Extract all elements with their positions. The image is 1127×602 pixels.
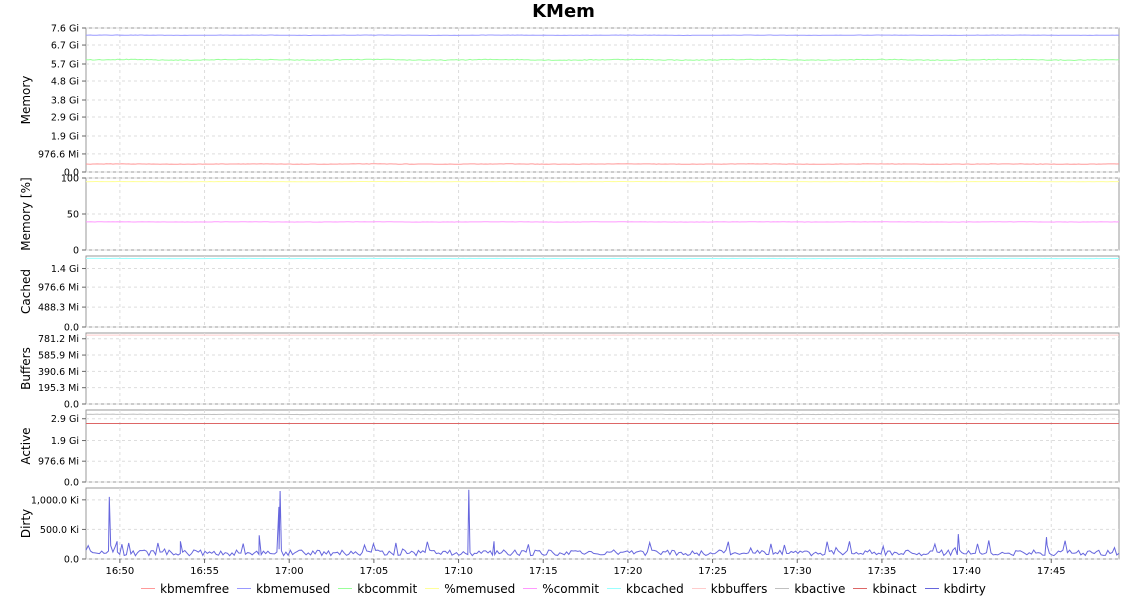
legend-item-kbmemfree: kbmemfree: [141, 580, 229, 598]
series-line-kbmemused: [85, 34, 1120, 37]
series-line-kbactive: [85, 413, 1120, 416]
y-axis-label: Memory: [19, 76, 33, 125]
y-tick-label: 1,000.0 Ki: [31, 495, 79, 506]
legend-swatch: [523, 588, 538, 589]
x-tick-label: 17:45: [1037, 566, 1066, 577]
legend-item-%commit: %commit: [523, 580, 599, 598]
y-tick-label: 976.6 Mi: [38, 149, 79, 160]
y-tick-label: 0.0: [64, 478, 79, 489]
legend: kbmemfree kbmemused kbcommit %memused %commi…: [0, 580, 1127, 598]
y-tick-label: 0.0: [64, 400, 79, 411]
legend-label: kbmemfree: [160, 582, 230, 596]
y-tick-label: 585.9 Mi: [38, 351, 79, 362]
x-tick-label: 16:50: [105, 566, 134, 577]
legend-label: kbdirty: [943, 582, 986, 596]
legend-swatch: [924, 588, 939, 589]
plot-area: [85, 487, 1120, 560]
y-tick-label: 6.7 Gi: [51, 41, 79, 52]
legend-label: %memused: [444, 582, 516, 596]
legend-item-kbdirty: kbdirty: [924, 580, 986, 598]
y-tick-label: 1.9 Gi: [51, 132, 79, 143]
y-tick-label: 0.0: [64, 323, 79, 334]
y-tick-label: 50: [67, 210, 79, 221]
x-tick-label: 17:40: [952, 566, 981, 577]
legend-swatch: [853, 588, 868, 589]
x-tick-label: 17:25: [698, 566, 727, 577]
y-tick-label: 4.8 Gi: [51, 77, 79, 88]
y-tick-label: 100: [61, 174, 79, 185]
legend-label: kbinact: [872, 582, 917, 596]
legend-item-kbcommit: kbcommit: [338, 580, 417, 598]
chart-title: KMem: [532, 1, 595, 22]
y-tick-label: 1.4 Gi: [51, 264, 79, 275]
y-tick-label: 5.7 Gi: [51, 60, 79, 71]
y-tick-label: 0: [73, 246, 79, 257]
legend-item-kbinact: kbinact: [853, 580, 917, 598]
legend-label: kbbuffers: [710, 582, 768, 596]
y-tick-label: 2.9 Gi: [51, 113, 79, 124]
plot-area: [85, 409, 1120, 483]
chart-canvas: 0.0 976.6 Mi 1.9 Gi 2.9 Gi 3.8 Gi 4.8 Gi 5.7 G…: [19, 24, 1120, 577]
legend-label: kbactive: [794, 582, 846, 596]
y-axis-label: Cached: [19, 269, 33, 314]
y-tick-label: 390.6 Mi: [38, 367, 79, 378]
y-tick-label: 195.3 Mi: [38, 383, 79, 394]
y-axis-label: Buffers: [19, 347, 33, 390]
y-tick-label: 7.6 Gi: [51, 24, 79, 35]
legend-swatch: [691, 588, 706, 589]
y-tick-label: 1.9 Gi: [51, 436, 79, 447]
y-tick-label: 0.0: [64, 168, 79, 179]
y-axis-label: Memory [%]: [19, 177, 33, 250]
y-tick-label: 781.2 Mi: [38, 334, 79, 345]
plot-area: [85, 255, 1120, 328]
y-tick-label: 0.0: [64, 555, 79, 566]
y-tick-label: 976.6 Mi: [38, 457, 79, 468]
legend-item-kbcached: kbcached: [607, 580, 684, 598]
legend-item-kbmemused: kbmemused: [237, 580, 330, 598]
legend-label: kbcached: [626, 582, 684, 596]
x-tick-label: 17:35: [868, 566, 897, 577]
x-tick-label: 17:00: [275, 566, 304, 577]
legend-swatch: [141, 588, 156, 589]
y-tick-label: 488.3 Mi: [38, 303, 79, 314]
legend-item-kbactive: kbactive: [775, 580, 845, 598]
series-line-kbdirty: [85, 489, 1120, 557]
y-axis-label: Active: [19, 427, 33, 464]
legend-swatch: [775, 588, 790, 589]
y-tick-label: 976.6 Mi: [38, 283, 79, 294]
legend-swatch: [425, 588, 440, 589]
legend-label: kbcommit: [357, 582, 418, 596]
x-tick-label: 17:15: [529, 566, 558, 577]
y-axis-label: Dirty: [19, 509, 33, 538]
legend-item-kbbuffers: kbbuffers: [691, 580, 768, 598]
y-tick-label: 500.0 Ki: [40, 525, 79, 536]
y-tick-label: 2.9 Gi: [51, 414, 79, 425]
legend-swatch: [338, 588, 353, 589]
legend-label: kbmemused: [256, 582, 331, 596]
legend-swatch: [237, 588, 252, 589]
x-tick-label: 17:20: [613, 566, 642, 577]
legend-label: %commit: [542, 582, 600, 596]
series-line-kbcommit: [85, 58, 1120, 62]
x-tick-label: 17:30: [783, 566, 812, 577]
legend-item-%memused: %memused: [425, 580, 515, 598]
series-line-kbmemfree: [85, 163, 1120, 165]
x-tick-label: 16:55: [190, 566, 219, 577]
y-tick-label: 3.8 Gi: [51, 96, 79, 107]
x-tick-label: 17:05: [359, 566, 388, 577]
legend-swatch: [607, 588, 622, 589]
x-tick-label: 17:10: [444, 566, 473, 577]
plot-area: [85, 332, 1120, 405]
